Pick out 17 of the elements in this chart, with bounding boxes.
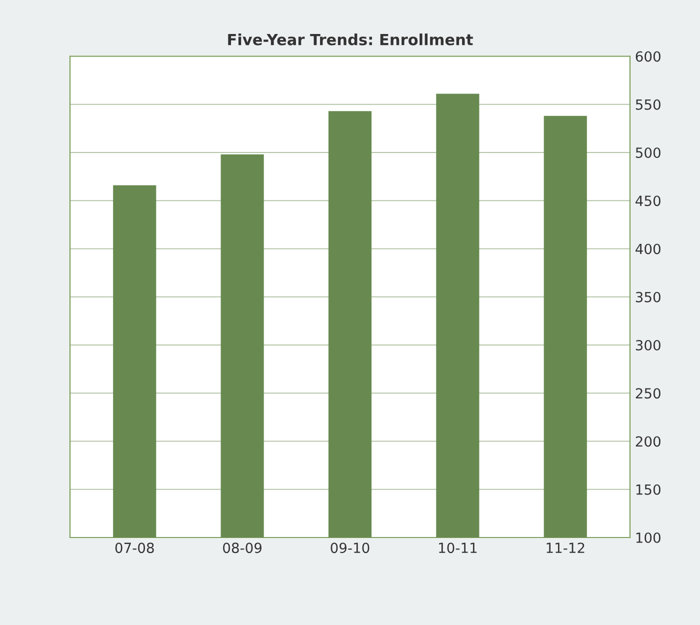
- y-tick-label: 550: [636, 99, 660, 110]
- y-tick-label: 200: [636, 436, 660, 447]
- y-tick-label: 300: [636, 340, 660, 350]
- y-tick-label: 100: [636, 532, 660, 543]
- y-tick-label: 250: [636, 388, 660, 399]
- y-tick-label: 400: [636, 244, 660, 254]
- y-tick-label: 150: [636, 484, 660, 495]
- x-tick-label: 07-08: [115, 542, 154, 554]
- y-tick-label: 500: [636, 147, 660, 158]
- chart-title: Five-Year Trends: Enrollment: [228, 34, 473, 46]
- y-tick-label: 600: [636, 51, 660, 62]
- x-tick-label: 09-10: [330, 542, 370, 554]
- y-tick-label: 450: [636, 196, 660, 206]
- y-tick-label: 350: [636, 292, 660, 302]
- x-tick-label: 10-11: [439, 542, 477, 554]
- x-tick-label: 11-12: [546, 542, 584, 553]
- x-tick-label: 08-09: [223, 542, 262, 554]
